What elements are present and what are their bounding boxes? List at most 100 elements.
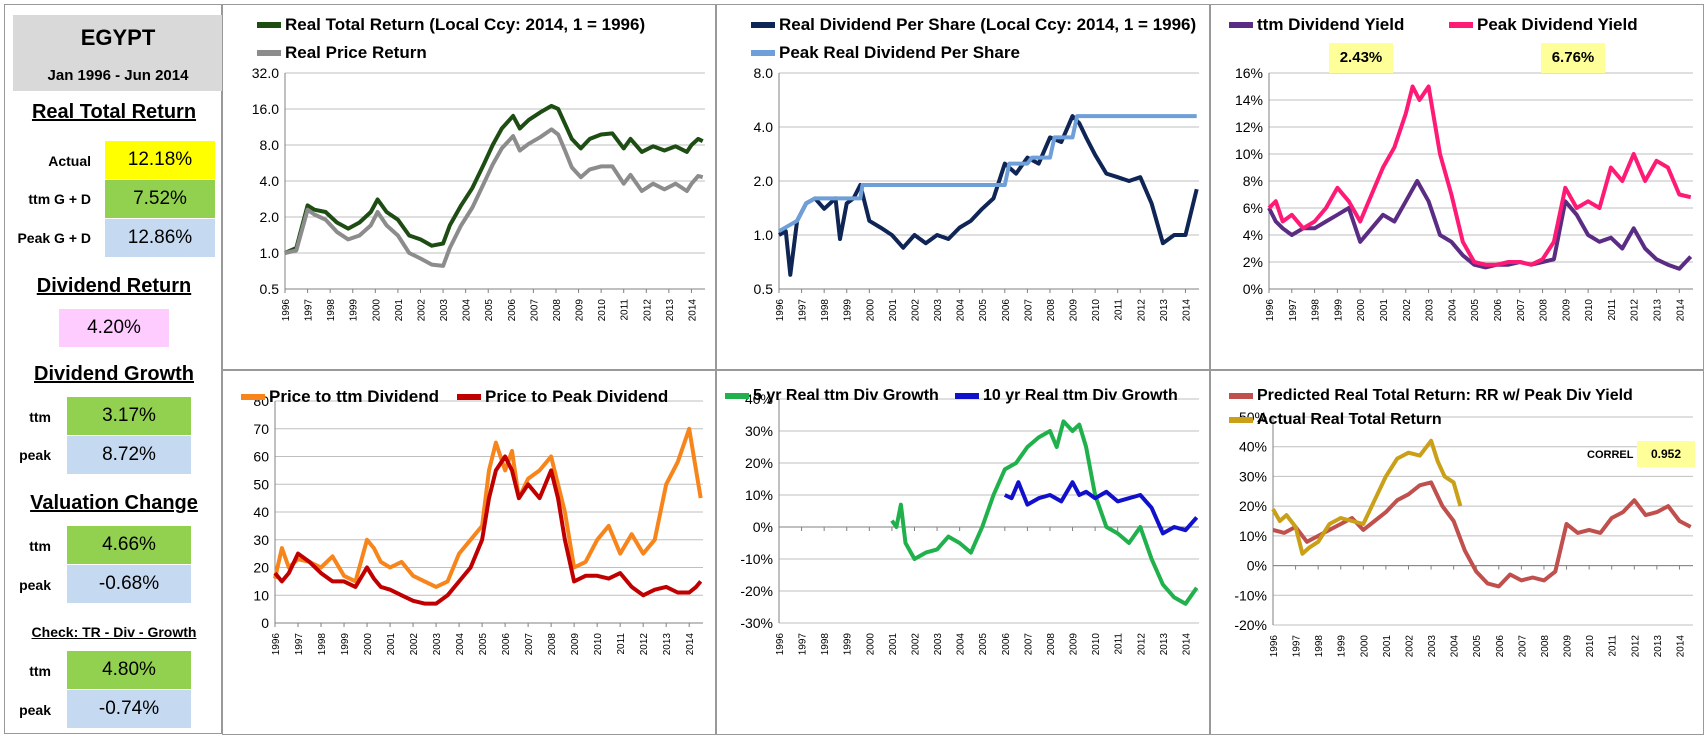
rtr-peak-label: Peak G + D — [17, 230, 91, 246]
x-tick-label: 2008 — [1046, 633, 1057, 656]
y-tick-label: 30 — [253, 532, 269, 548]
dg-ttm-label: ttm — [29, 409, 51, 425]
ttm-yield-note: 2.43% — [1329, 43, 1393, 73]
y-tick-label: 20% — [745, 455, 773, 471]
y-tick-label: -10% — [740, 551, 773, 567]
y-tick-label: -20% — [1234, 617, 1267, 633]
legend-real-price-return: Real Price Return — [257, 43, 427, 63]
x-tick-label: 2005 — [978, 299, 989, 322]
dividend-yield-plot: 0% 2% 4% 6% 8% 10% 12% 14% 16% 1996 1997 1998 1999 20… — [1235, 65, 1693, 322]
x-tick-label: 2001 — [1382, 635, 1393, 658]
y-tick-label: 20% — [1239, 498, 1267, 514]
legend-label: Peak Dividend Yield — [1477, 15, 1638, 34]
x-tick-label: 2005 — [478, 633, 489, 656]
rtr-actual-label: Actual — [48, 153, 91, 169]
real-total-return-plot: 0.5 1.0 2.0 4.0 8.0 16.0 32.0 1996 1997 1998 1999 2… — [252, 65, 705, 322]
correl-value: 0.952 — [1637, 441, 1695, 467]
x-tick-label: 2007 — [1023, 299, 1034, 322]
x-tick-label: 1996 — [271, 633, 282, 656]
x-tick-label: 2012 — [1630, 635, 1641, 658]
x-tick-label: 1996 — [281, 299, 292, 322]
check-peak-value: -0.74% — [67, 690, 191, 728]
series-line-real-dividend-per-share — [778, 114, 1199, 277]
y-tick-label: 10% — [1235, 146, 1263, 162]
x-tick-label: 2005 — [978, 633, 989, 656]
x-tick-label: 1997 — [304, 299, 315, 322]
valuation-change-heading: Valuation Change — [30, 492, 198, 514]
y-tick-label: 0% — [1247, 558, 1267, 574]
x-tick-label: 2006 — [1493, 299, 1504, 322]
y-tick-label: 16.0 — [252, 101, 279, 117]
y-tick-label: 8.0 — [754, 65, 774, 81]
series-line-ttm-dividend-yield — [1267, 179, 1693, 271]
y-tick-label: -20% — [740, 583, 773, 599]
x-tick-label: 2001 — [888, 299, 899, 322]
x-tick-label: 2009 — [570, 633, 581, 656]
x-tick-label: 1999 — [1337, 635, 1348, 658]
legend-actual: Actual Real Total Return — [1229, 411, 1442, 429]
y-tick-label: 0.5 — [754, 281, 774, 297]
x-tick-label: 2001 — [888, 633, 899, 656]
dg-peak-label: peak — [19, 447, 51, 463]
x-tick-label: 1998 — [820, 299, 831, 322]
y-tick-label: 4% — [1243, 227, 1263, 243]
x-tick-label: 2007 — [1516, 299, 1527, 322]
x-tick-label: 2010 — [597, 299, 608, 322]
x-tick-label: 2002 — [910, 633, 921, 656]
x-tick-label: 2006 — [507, 299, 518, 322]
legend-peak-dps: Peak Real Dividend Per Share — [751, 43, 1020, 63]
legend-5yr-growth: 5 yr Real ttm Div Growth — [725, 387, 939, 405]
predicted-vs-actual-plot: -20%-10%0%10%20%30%40%50%199619971998199… — [1234, 409, 1693, 658]
x-tick-label: 2007 — [529, 299, 540, 322]
x-tick-label: 2011 — [1608, 635, 1619, 657]
x-tick-label: 2006 — [1001, 633, 1012, 656]
rtr-ttm-value: 7.52% — [105, 180, 215, 218]
y-tick-label: 30% — [1239, 468, 1267, 484]
x-tick-label: 2010 — [1585, 635, 1596, 658]
price-to-dividend-chart: 0 10 20 30 40 50 60 70 80 1996 1997 1998 1999 2000 200… — [222, 370, 716, 735]
x-tick-label: 1996 — [1265, 299, 1276, 322]
x-tick-label: 2004 — [956, 633, 967, 656]
legend-label: 5 yr Real ttm Div Growth — [753, 387, 939, 404]
dg-peak-value: 8.72% — [67, 436, 191, 474]
x-tick-label: 1998 — [326, 299, 337, 322]
series-line-real-price-return — [284, 127, 704, 268]
x-tick-label: 1999 — [340, 633, 351, 656]
y-tick-label: 2.0 — [754, 173, 774, 189]
legend-price-ttm: Price to ttm Dividend — [241, 387, 439, 407]
y-tick-label: 60 — [253, 449, 269, 465]
x-tick-label: 1998 — [1311, 299, 1322, 322]
legend-swatch — [257, 50, 281, 56]
x-tick-label: 2003 — [933, 299, 944, 322]
x-tick-label: 2003 — [432, 633, 443, 656]
legend-label: Real Total Return (Local Ccy: 2014, 1 = … — [285, 15, 646, 34]
y-tick-label: 10% — [745, 487, 773, 503]
y-tick-label: 30% — [745, 423, 773, 439]
x-tick-label: 2014 — [1181, 299, 1192, 322]
period-label: Jan 1996 - Jun 2014 — [47, 67, 189, 84]
legend-label: Predicted Real Total Return: RR w/ Peak … — [1257, 387, 1633, 404]
legend-swatch — [241, 394, 265, 400]
x-tick-label: 2011 — [1114, 299, 1125, 321]
x-tick-label: 1997 — [798, 633, 809, 656]
legend-swatch — [751, 22, 775, 28]
dg-ttm-value: 3.17% — [67, 397, 191, 435]
vc-peak-label: peak — [19, 577, 51, 593]
predicted-vs-actual-chart: -20%-10%0%10%20%30%40%50%199619971998199… — [1210, 370, 1704, 735]
check-peak-label: peak — [19, 702, 51, 718]
legend-ttm-yield: ttm Dividend Yield — [1229, 15, 1404, 35]
correl-label: CORREL — [1587, 449, 1634, 461]
x-tick-label: 2011 — [616, 633, 627, 655]
x-tick-label: 2010 — [1091, 633, 1102, 656]
peak-yield-note: 6.76% — [1541, 43, 1605, 73]
x-tick-label: 2009 — [575, 299, 586, 322]
x-tick-label: 1998 — [317, 633, 328, 656]
y-tick-label: 32.0 — [252, 65, 279, 81]
y-tick-label: -30% — [740, 615, 773, 631]
x-tick-label: 2005 — [484, 299, 495, 322]
y-tick-label: 40% — [745, 391, 773, 407]
legend-swatch — [457, 394, 481, 400]
x-tick-label: 2000 — [865, 633, 876, 656]
